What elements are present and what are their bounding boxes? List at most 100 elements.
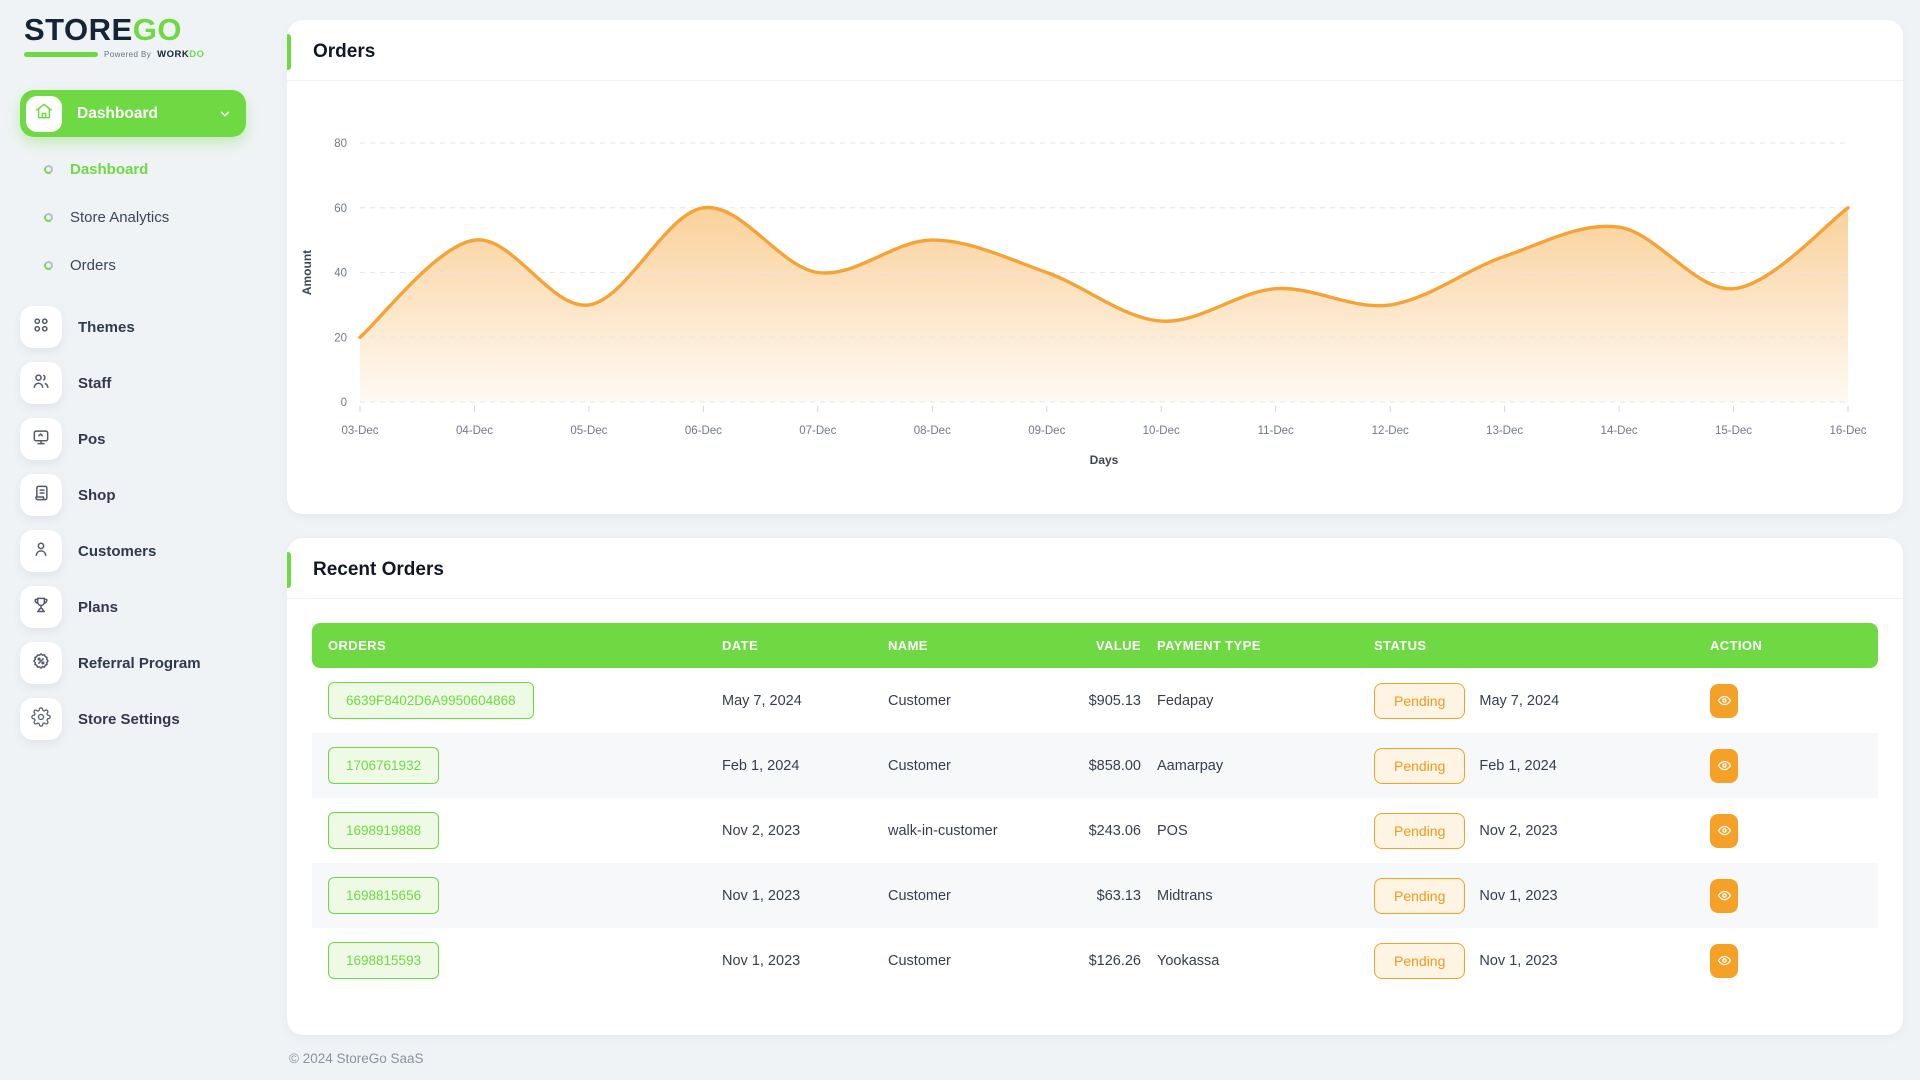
- app-logo[interactable]: STOREGO Powered By WORKDO: [24, 14, 246, 60]
- copyright: © 2024 StoreGo SaaS: [289, 1051, 424, 1066]
- sidebar-item-label: Pos: [78, 430, 106, 448]
- svg-text:60: 60: [334, 203, 347, 215]
- bullet-icon: [44, 164, 53, 174]
- table-row: 1698815656 Nov 1, 2023 Customer $63.13 M…: [312, 863, 1878, 928]
- col-status: STATUS: [1374, 638, 1427, 653]
- sidebar-item-label: Staff: [78, 374, 112, 392]
- orders-chart-card: Orders 0 20 40 60 80 03-Dec 04-Dec 05-Dec 06-Dec…: [287, 20, 1903, 514]
- table-header: ORDERS DATE NAME VALUE PAYMENT TYPE STAT…: [312, 623, 1878, 668]
- order-date: Nov 1, 2023: [722, 952, 801, 969]
- svg-text:10-Dec: 10-Dec: [1143, 425, 1180, 437]
- col-date: DATE: [722, 638, 759, 653]
- status-date: Feb 1, 2024: [1479, 757, 1557, 774]
- eye-icon: [1717, 888, 1732, 903]
- sidebar-item-label: Shop: [78, 486, 116, 504]
- col-payment-type: PAYMENT TYPE: [1157, 638, 1261, 653]
- order-id-pill[interactable]: 6639F8402D6A9950604868: [328, 682, 534, 719]
- recent-orders-table: ORDERS DATE NAME VALUE PAYMENT TYPE STAT…: [287, 599, 1903, 1019]
- pos-icon: [31, 427, 51, 452]
- view-order-button[interactable]: [1710, 813, 1738, 848]
- eye-icon: [1717, 823, 1732, 838]
- sidebar-item-store-settings[interactable]: Store Settings: [20, 691, 246, 747]
- svg-text:15-Dec: 15-Dec: [1715, 425, 1752, 437]
- sidebar-item-pos[interactable]: Pos: [20, 411, 246, 467]
- order-date: Nov 2, 2023: [722, 822, 801, 839]
- submenu-item-dashboard[interactable]: Dashboard: [20, 145, 246, 193]
- svg-text:09-Dec: 09-Dec: [1028, 425, 1065, 437]
- col-name: NAME: [888, 638, 928, 653]
- submenu-item-label: Orders: [70, 256, 116, 274]
- eye-icon: [1717, 758, 1732, 773]
- home-icon: [34, 101, 54, 126]
- svg-text:08-Dec: 08-Dec: [914, 425, 951, 437]
- referral-icon: [31, 651, 51, 676]
- card-accent-bar: [287, 34, 291, 70]
- svg-text:06-Dec: 06-Dec: [685, 425, 722, 437]
- view-order-button[interactable]: [1710, 683, 1738, 718]
- sidebar-group-dashboard[interactable]: Dashboard: [20, 90, 246, 137]
- chevron-down-icon: [218, 107, 232, 121]
- status-date: Nov 1, 2023: [1479, 887, 1558, 904]
- table-row: 6639F8402D6A9950604868 May 7, 2024 Custo…: [312, 668, 1878, 733]
- sidebar-item-label: Referral Program: [78, 654, 201, 672]
- status-badge: Pending: [1374, 747, 1466, 784]
- bullet-icon: [44, 260, 53, 270]
- sidebar-item-shop[interactable]: Shop: [20, 467, 246, 523]
- svg-text:20: 20: [334, 332, 347, 344]
- order-id-pill[interactable]: 1698919888: [328, 812, 440, 849]
- order-name: walk-in-customer: [888, 822, 998, 839]
- order-value: $243.06: [1088, 822, 1141, 839]
- sidebar-nav: Themes Staff Pos Shop Customers Plans Re…: [20, 299, 246, 747]
- bullet-icon: [44, 212, 53, 222]
- sidebar-item-referral-program[interactable]: Referral Program: [20, 635, 246, 691]
- sidebar-item-customers[interactable]: Customers: [20, 523, 246, 579]
- submenu-item-label: Dashboard: [70, 160, 149, 178]
- view-order-button[interactable]: [1710, 943, 1738, 978]
- order-name: Customer: [888, 952, 951, 969]
- col-value: VALUE: [1095, 638, 1141, 653]
- table-row: 1698919888 Nov 2, 2023 walk-in-customer …: [312, 798, 1878, 863]
- order-id-pill[interactable]: 1706761932: [328, 747, 440, 784]
- order-date: Nov 1, 2023: [722, 887, 801, 904]
- order-payment-type: Aamarpay: [1157, 757, 1224, 774]
- submenu-item-store-analytics[interactable]: Store Analytics: [20, 193, 246, 241]
- view-order-button[interactable]: [1710, 748, 1738, 783]
- order-date: Feb 1, 2024: [722, 757, 800, 774]
- main-content: Orders 0 20 40 60 80 03-Dec 04-Dec 05-Dec 06-Dec…: [287, 0, 1903, 1066]
- svg-text:12-Dec: 12-Dec: [1372, 425, 1409, 437]
- submenu-item-orders[interactable]: Orders: [20, 241, 246, 289]
- svg-text:Days: Days: [1090, 453, 1119, 467]
- submenu-item-label: Store Analytics: [70, 208, 170, 226]
- dashboard-submenu: Dashboard Store Analytics Orders: [20, 145, 246, 289]
- customer-icon: [31, 539, 51, 564]
- sidebar-item-plans[interactable]: Plans: [20, 579, 246, 635]
- svg-text:0: 0: [341, 397, 347, 409]
- order-id-pill[interactable]: 1698815656: [328, 877, 440, 914]
- order-value: $126.26: [1088, 952, 1141, 969]
- order-payment-type: Midtrans: [1157, 887, 1213, 904]
- svg-text:04-Dec: 04-Dec: [456, 425, 493, 437]
- status-badge: Pending: [1374, 877, 1466, 914]
- settings-icon: [31, 706, 51, 732]
- sidebar-item-label: Plans: [78, 598, 119, 616]
- svg-text:11-Dec: 11-Dec: [1258, 425, 1294, 437]
- sidebar-group-label: Dashboard: [77, 104, 158, 122]
- orders-chart: 0 20 40 60 80 03-Dec 04-Dec 05-Dec 06-Dec 07-Dec 0…: [287, 81, 1903, 485]
- shop-icon: [31, 483, 51, 508]
- order-id-pill[interactable]: 1698815593: [328, 942, 440, 979]
- order-name: Customer: [888, 692, 951, 709]
- status-date: Nov 2, 2023: [1479, 822, 1558, 839]
- logo-underline: [24, 52, 98, 57]
- svg-text:Amount: Amount: [300, 250, 314, 295]
- plans-icon: [31, 595, 51, 620]
- order-payment-type: Yookassa: [1157, 952, 1220, 969]
- grid-icon: [31, 315, 51, 340]
- eye-icon: [1717, 953, 1732, 968]
- status-badge: Pending: [1374, 942, 1466, 979]
- logo-text: STOREGO: [24, 12, 182, 47]
- recent-orders-title: Recent Orders: [313, 559, 444, 580]
- sidebar-item-staff[interactable]: Staff: [20, 355, 246, 411]
- sidebar-item-themes[interactable]: Themes: [20, 299, 246, 355]
- status-date: May 7, 2024: [1479, 692, 1560, 709]
- view-order-button[interactable]: [1710, 878, 1738, 913]
